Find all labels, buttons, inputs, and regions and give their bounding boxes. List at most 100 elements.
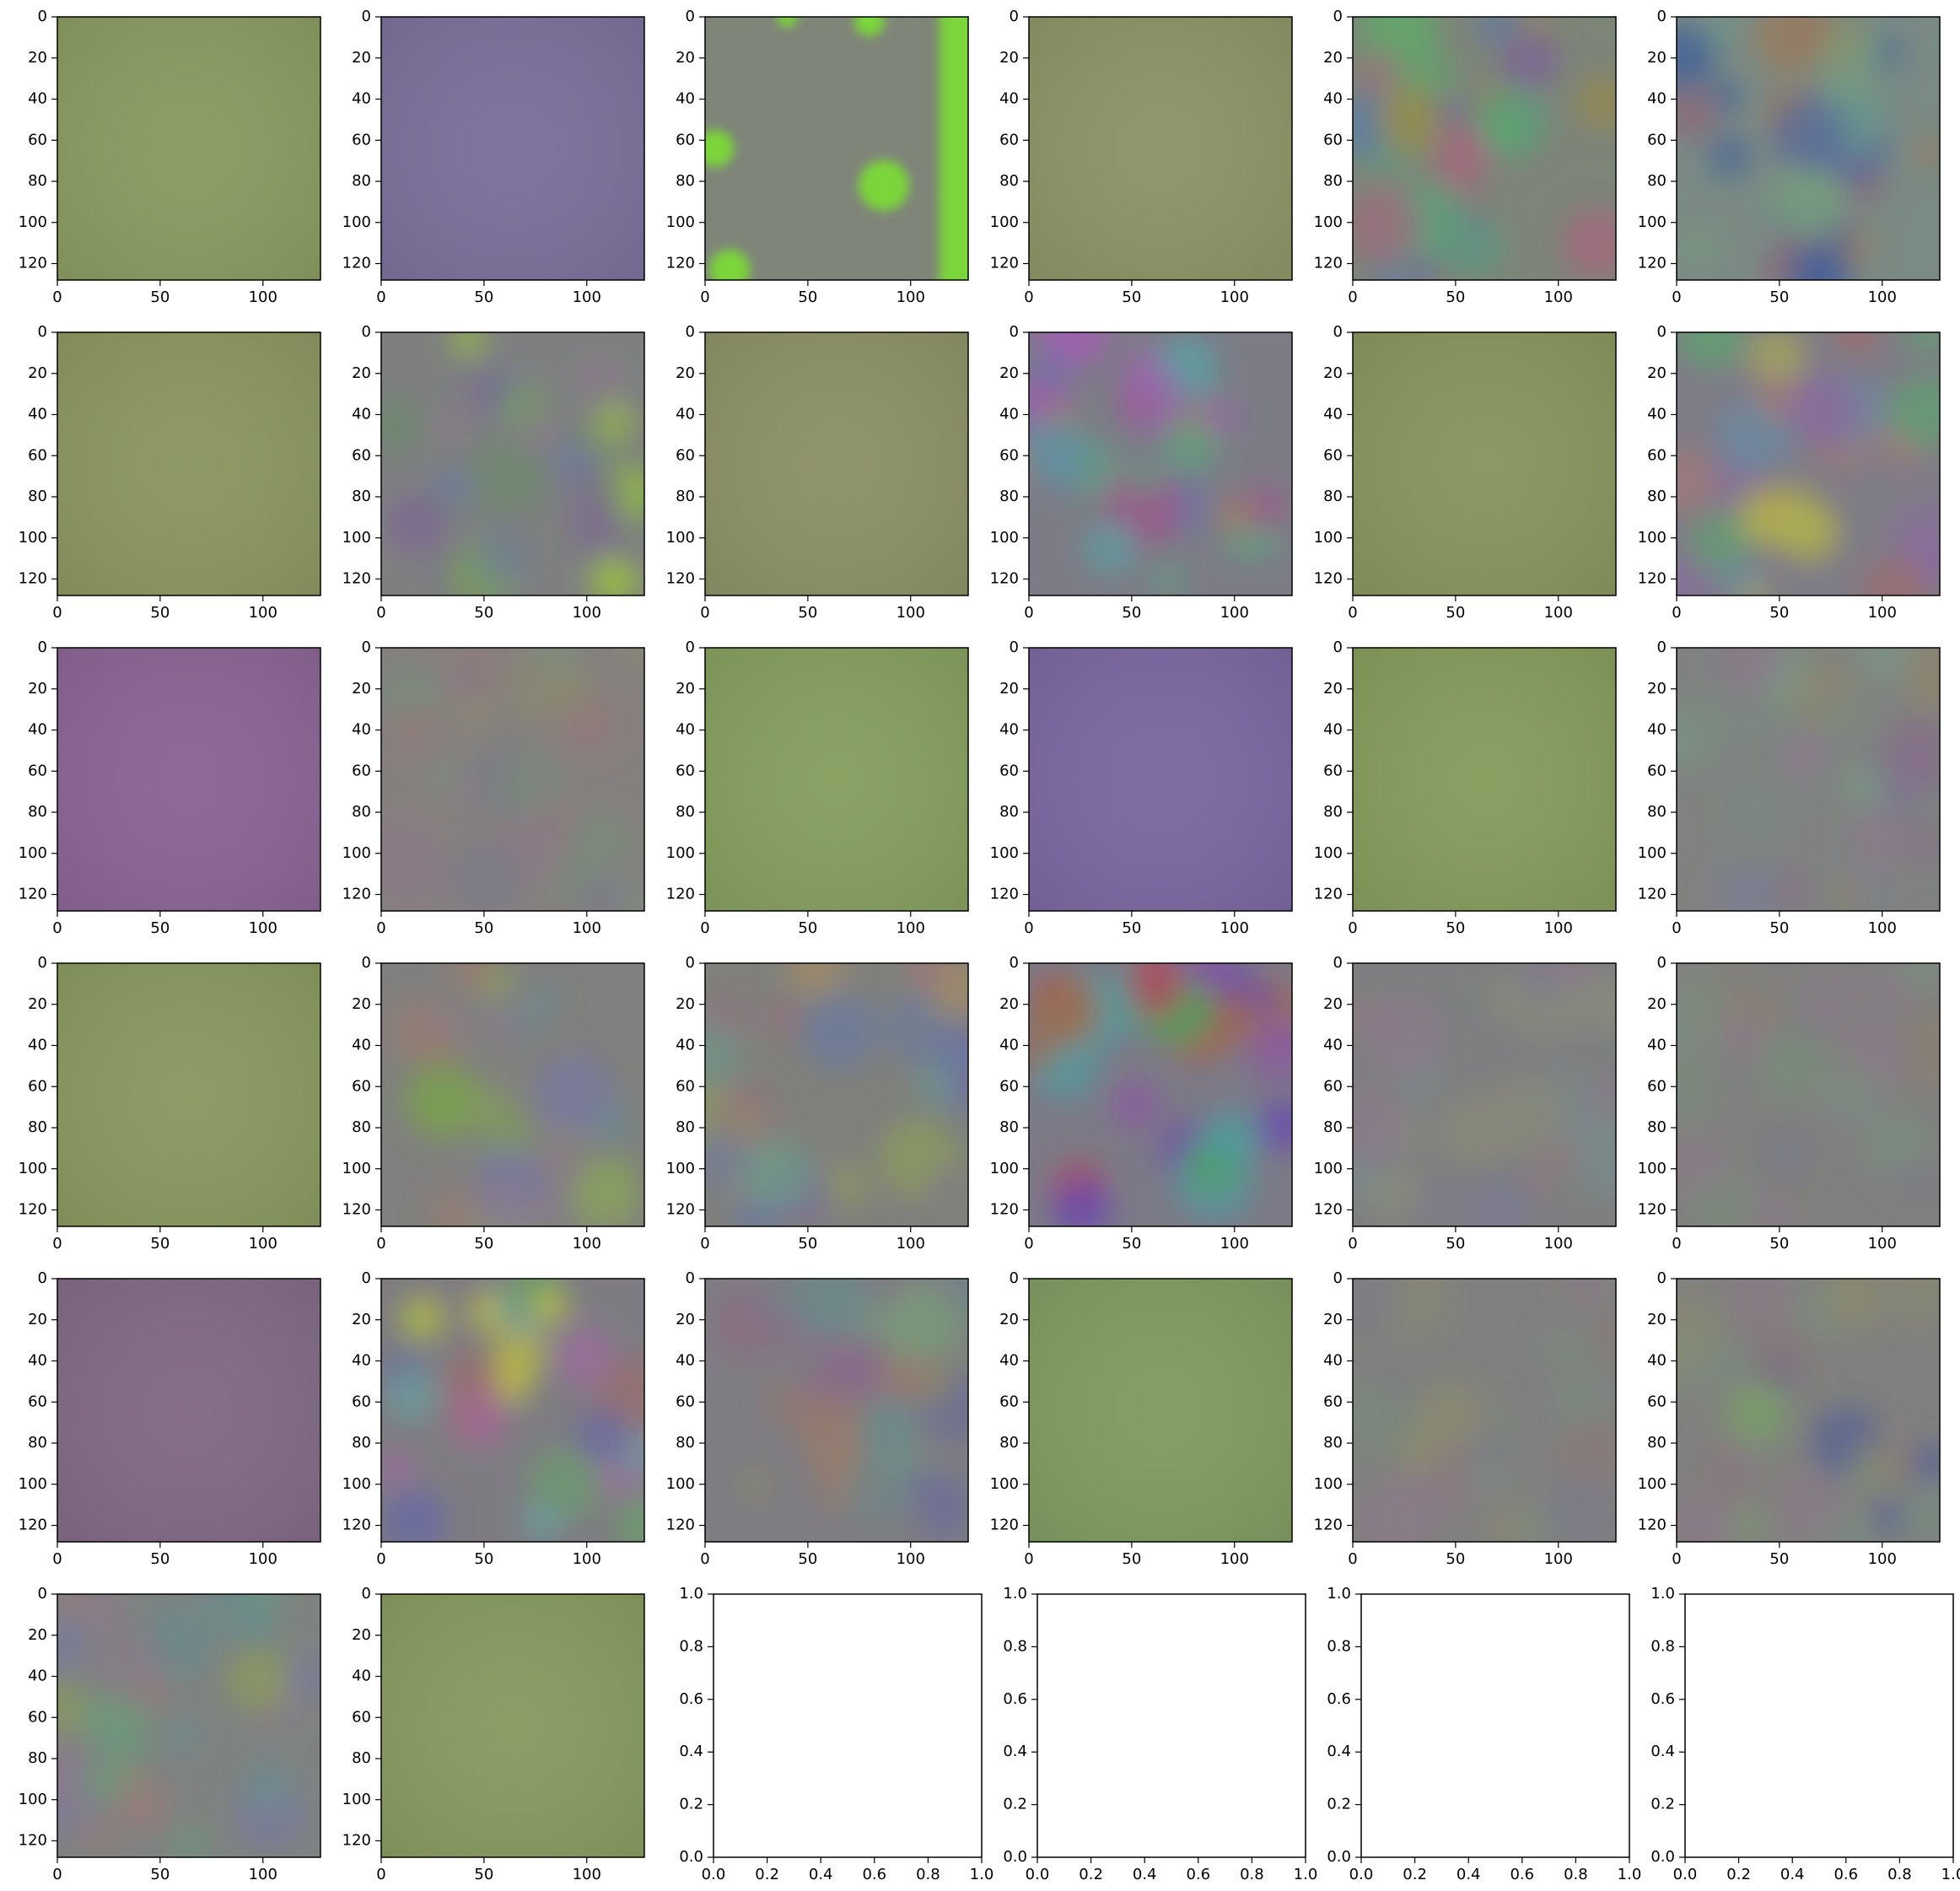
- subplot-4: 0 50 100 0 20 40 60 80 100 120: [990, 8, 1293, 306]
- y-tick-label: 80: [676, 488, 695, 505]
- bright-spot: [859, 159, 910, 211]
- x-tick-label: 0: [52, 1235, 62, 1253]
- image-shading: [1029, 17, 1292, 280]
- y-tick-label: 20: [352, 364, 371, 382]
- subplot-26: 0 50 100 0 20 40 60 80 100 120: [342, 1269, 645, 1568]
- x-tick-label: 100: [573, 288, 601, 306]
- y-tick-label: 80: [1323, 172, 1343, 190]
- y-tick-label: 60: [352, 131, 371, 148]
- y-tick-label: 60: [676, 1077, 695, 1095]
- texture-blob: [1679, 231, 1715, 267]
- y-tick-label: 60: [1647, 131, 1667, 148]
- axes-frame: [380, 1278, 645, 1543]
- x-tick-label: 0: [376, 1866, 385, 1883]
- y-tick-label: 20: [999, 49, 1019, 67]
- y-tick-label: 100: [1314, 1475, 1343, 1493]
- texture-blob: [57, 1679, 89, 1738]
- texture-blob: [1242, 979, 1279, 1016]
- y-tick-label: 60: [1647, 762, 1667, 779]
- y-tick-label: 120: [990, 255, 1019, 272]
- subplot-12: 0 50 100 0 20 40 60 80 100 120: [1638, 323, 1941, 622]
- x-tick-label: 0: [1348, 288, 1357, 306]
- texture-blob: [1693, 1176, 1759, 1226]
- y-tick-label: 60: [1323, 1393, 1343, 1410]
- x-tick-label: 100: [249, 1866, 277, 1883]
- y-tick-label: 120: [19, 570, 47, 588]
- texture-blob: [594, 1104, 633, 1142]
- image-content: [1677, 332, 1940, 595]
- y-tick-label: 0.0: [1003, 1848, 1027, 1866]
- texture-blob: [1677, 1053, 1720, 1126]
- x-tick-label: 0: [1672, 919, 1681, 937]
- texture-blob: [1464, 1175, 1532, 1226]
- y-tick-label: 0: [1657, 638, 1667, 656]
- image-base: [705, 17, 968, 280]
- y-tick-label: 40: [28, 406, 47, 423]
- texture-blob: [1463, 1457, 1509, 1502]
- y-tick-label: 40: [1647, 90, 1667, 108]
- texture-blobs: [1677, 332, 1940, 595]
- image-content: [705, 963, 968, 1226]
- y-tick-label: 100: [1638, 213, 1667, 231]
- texture-blob: [1677, 24, 1716, 91]
- x-tick-label: 0: [700, 288, 709, 306]
- x-tick-label: 0.4: [1133, 1866, 1157, 1883]
- texture-blob: [383, 1366, 440, 1423]
- y-tick-label: 20: [1647, 995, 1667, 1013]
- y-tick-label: 20: [676, 1311, 695, 1328]
- y-tick-label: 0: [686, 1269, 695, 1287]
- y-tick-label: 0: [1010, 1269, 1019, 1287]
- texture-blob: [1487, 1412, 1520, 1444]
- subplot-15: 0 50 100 0 20 40 60 80 100 120: [666, 638, 969, 937]
- y-tick-label: 80: [999, 1434, 1019, 1452]
- texture-blob: [569, 1161, 641, 1226]
- y-tick-label: 100: [990, 529, 1019, 547]
- texture-blob: [574, 1408, 631, 1463]
- x-tick-label: 0.2: [1726, 1866, 1751, 1883]
- x-tick-label: 100: [573, 1235, 601, 1253]
- x-tick-label: 50: [1769, 604, 1789, 622]
- subplot-14: 0 50 100 0 20 40 60 80 100 120: [342, 638, 645, 937]
- axes-frame: [57, 1278, 321, 1543]
- y-tick-label: 80: [28, 172, 47, 190]
- texture-blob: [386, 493, 447, 553]
- y-tick-label: 120: [990, 570, 1019, 588]
- image-shading: [381, 17, 644, 280]
- y-tick-label: 60: [352, 1393, 371, 1410]
- y-tick-label: 100: [1314, 529, 1343, 547]
- texture-blob: [555, 671, 593, 708]
- bright-edge: [939, 17, 968, 280]
- texture-blob: [536, 1053, 615, 1133]
- x-tick-label: 0: [1348, 1550, 1357, 1568]
- axes-frame: [704, 962, 969, 1227]
- y-tick-label: 40: [1323, 406, 1343, 423]
- texture-blob: [1710, 1444, 1752, 1486]
- y-tick-label: 100: [342, 213, 371, 231]
- x-tick-label: 50: [150, 288, 170, 306]
- texture-blob: [1408, 253, 1439, 280]
- y-tick-label: 80: [352, 1118, 371, 1136]
- x-tick-label: 100: [249, 1235, 277, 1253]
- y-tick-label: 20: [1647, 49, 1667, 67]
- y-tick-label: 40: [676, 1037, 695, 1054]
- x-tick-label: 0: [52, 604, 62, 622]
- y-tick-label: 120: [1638, 570, 1667, 588]
- texture-blob: [1748, 332, 1806, 385]
- x-tick-label: 0.8: [1564, 1866, 1588, 1883]
- x-tick-label: 0.6: [1510, 1866, 1534, 1883]
- texture-blob: [905, 1467, 939, 1500]
- texture-blob: [473, 533, 526, 586]
- texture-blob: [947, 1069, 968, 1101]
- image-content: [57, 1279, 320, 1542]
- y-tick-label: 80: [352, 172, 371, 190]
- image-content: [1029, 332, 1292, 595]
- x-tick-label: 50: [798, 919, 817, 937]
- texture-blob: [399, 1294, 447, 1342]
- y-tick-label: 100: [19, 844, 47, 862]
- image-content: [381, 332, 644, 595]
- y-tick-label: 20: [1323, 49, 1343, 67]
- y-tick-label: 120: [342, 1517, 371, 1534]
- y-tick-label: 60: [28, 131, 47, 148]
- texture-blob: [1203, 1109, 1259, 1166]
